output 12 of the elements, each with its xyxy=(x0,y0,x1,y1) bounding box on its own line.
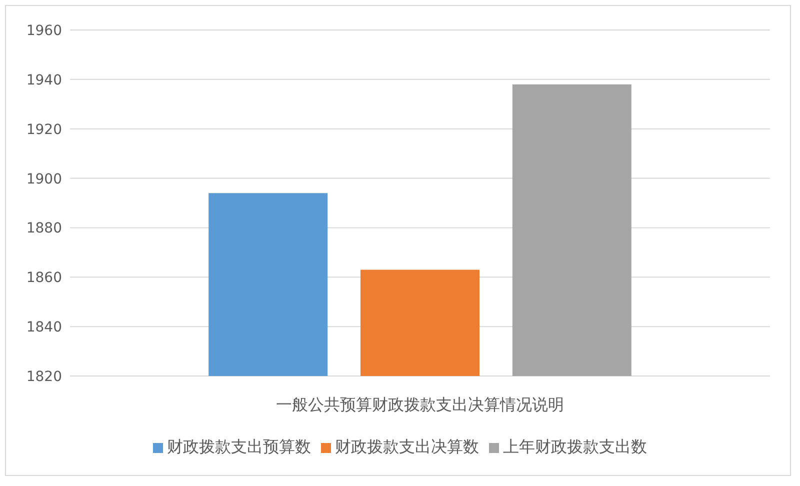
y-tick-label: 1960 xyxy=(26,23,62,39)
y-tick-label: 1880 xyxy=(26,220,62,237)
legend-label: 财政拨款支出决算数 xyxy=(335,437,479,456)
y-tick-label: 1840 xyxy=(26,320,62,336)
y-tick-label: 1920 xyxy=(26,122,62,138)
y-tick-label: 1940 xyxy=(26,72,62,88)
legend-label: 财政拨款支出预算数 xyxy=(167,437,311,456)
y-tick-label: 1860 xyxy=(26,270,62,286)
legend-label: 上年财政拨款支出数 xyxy=(503,437,647,456)
y-tick-label: 1820 xyxy=(26,369,62,385)
y-tick-label: 1900 xyxy=(26,171,62,188)
x-tick-label: 一般公共预算财政拨款支出决算情况说明 xyxy=(276,395,564,414)
